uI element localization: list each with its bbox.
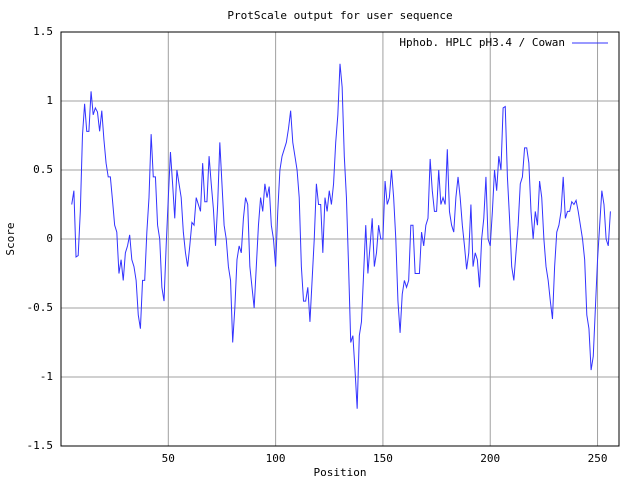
- x-tick-label: 250: [588, 452, 608, 465]
- x-tick-label: 50: [162, 452, 175, 465]
- y-tick-label: 0.5: [33, 163, 53, 176]
- x-tick-label: 200: [480, 452, 500, 465]
- y-tick-label: 0: [46, 232, 53, 245]
- data-line: [71, 63, 611, 409]
- y-tick-label: -0.5: [27, 301, 54, 314]
- chart-title: ProtScale output for user sequence: [227, 9, 452, 22]
- x-axis-label: Position: [314, 466, 367, 479]
- y-tick-label: 1: [46, 94, 53, 107]
- legend-label: Hphob. HPLC pH3.4 / Cowan: [399, 36, 565, 49]
- x-tick-label: 150: [373, 452, 393, 465]
- y-tick-label: 1.5: [33, 25, 53, 38]
- y-tick-label: -1: [40, 370, 53, 383]
- plot-border: [60, 31, 620, 447]
- x-tick-label: 100: [266, 452, 286, 465]
- y-tick-label: -1.5: [27, 439, 54, 452]
- y-axis-label: Score: [4, 222, 17, 255]
